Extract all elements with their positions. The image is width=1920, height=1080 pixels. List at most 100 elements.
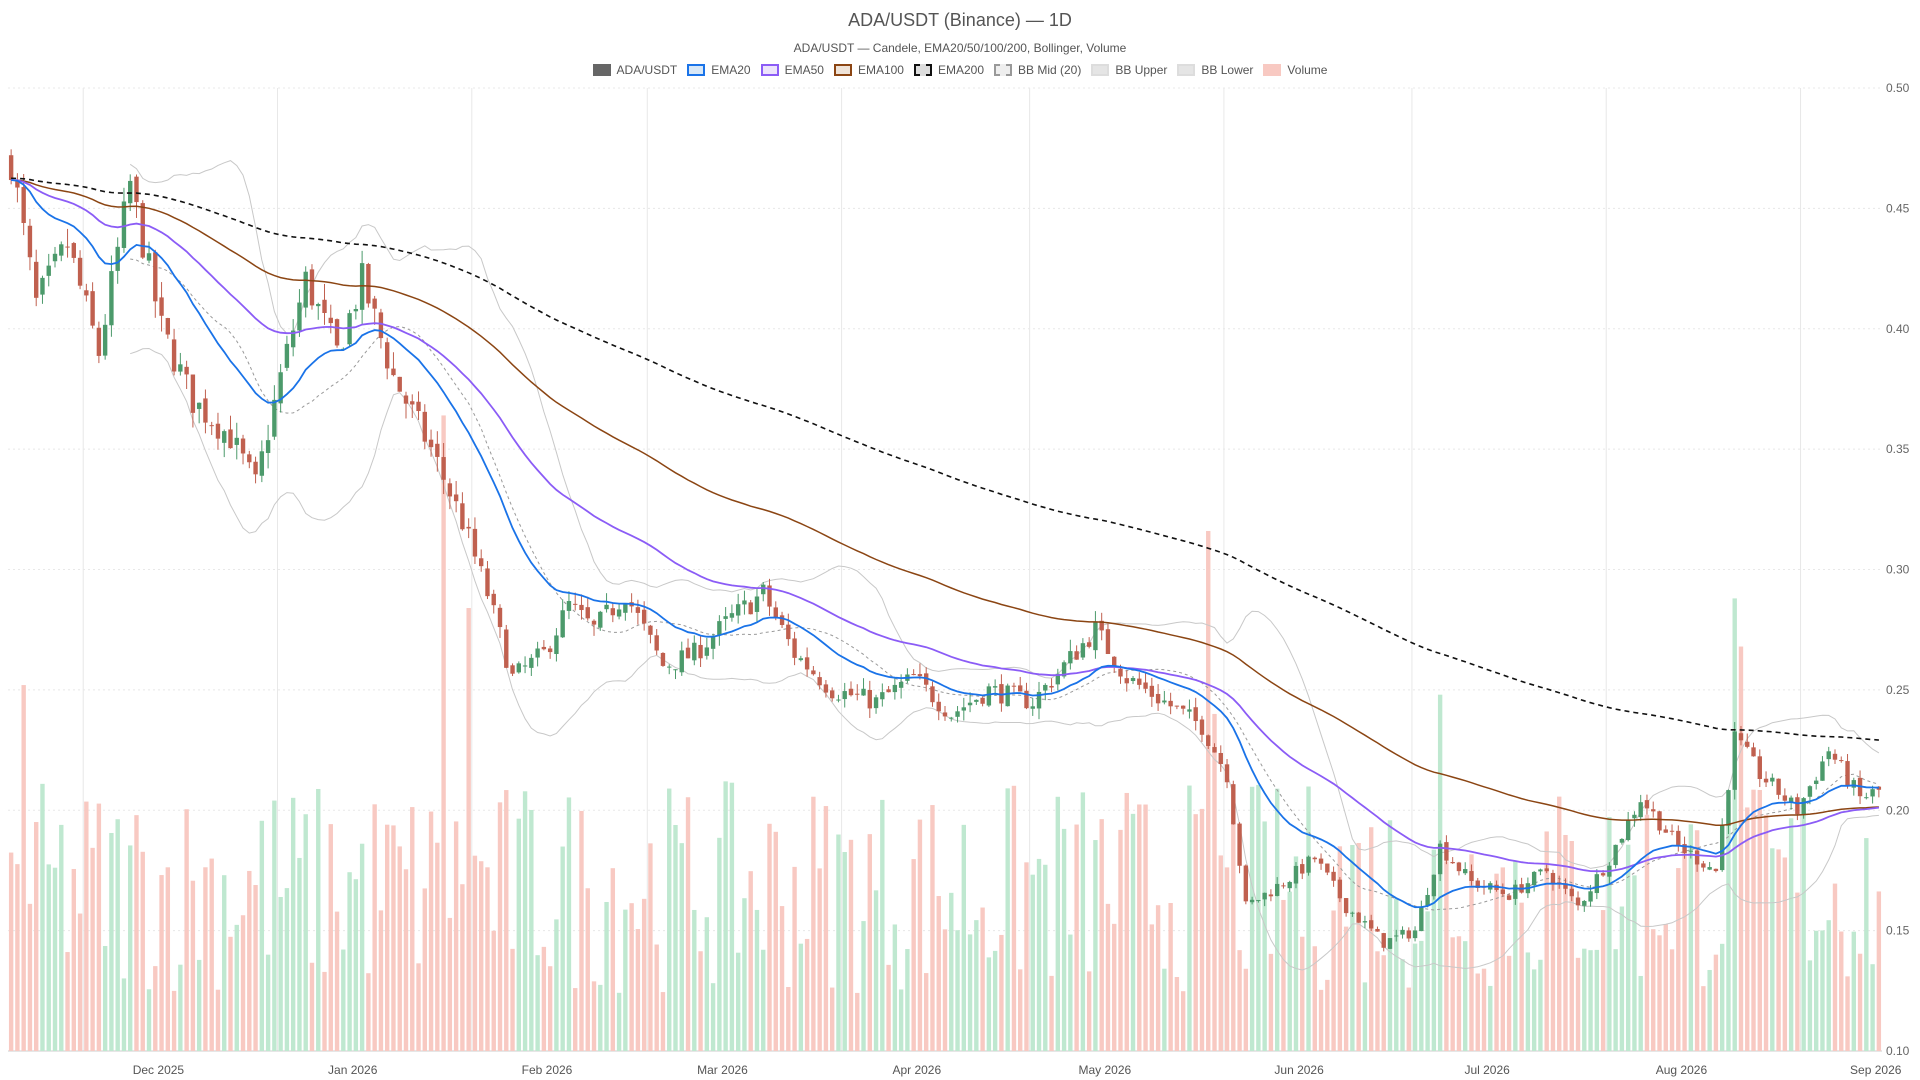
legend-item-ema200[interactable]: EMA200 [913,63,984,77]
candle-body [867,689,872,709]
candle-body [416,401,421,412]
candle-body [610,608,616,616]
candle-body [554,635,559,654]
volume-bar [704,917,710,1051]
candle-body [1600,873,1606,876]
candle-body [466,526,471,529]
ema50-line [11,179,1880,873]
volume-bar [635,929,641,1051]
candle-body [485,568,490,597]
candle-body [1419,906,1424,932]
legend-item-bb-mid-20[interactable]: BB Mid (20) [994,63,1081,77]
volume-bar [77,913,83,1051]
candle-body [1657,811,1662,831]
volume-bar [284,888,290,1051]
volume-bar [1619,906,1625,1051]
candle-body [196,402,202,409]
candle-body [1469,871,1474,882]
candle-body [372,298,377,309]
candle-body [1813,780,1819,784]
volume-bar [710,983,716,1051]
candle-body [936,701,941,712]
candle-body [453,494,459,502]
volume-bar [209,858,214,1051]
legend-item-volume[interactable]: Volume [1263,63,1327,77]
volume-bar [21,685,26,1051]
volume-bar [1644,814,1650,1051]
legend-item-ema20[interactable]: EMA20 [687,63,751,77]
candle-body [1331,871,1336,881]
legend-swatch [994,64,1012,76]
volume-bar [1337,846,1343,1051]
candle-body [798,658,804,661]
volume-bar [1381,955,1386,1051]
x-tick-label: Jun 2026 [1274,1063,1324,1077]
volume-bar [1011,785,1017,1051]
candle-body [203,398,208,423]
candle-body [1782,795,1788,801]
candle-body [322,299,327,313]
candle-body [1757,756,1762,780]
volume-bar [529,809,534,1051]
y-tick-label: 0.45 [1886,201,1910,215]
volume-bar [867,834,872,1051]
volume-bar [328,824,333,1051]
volume-bar [1300,936,1305,1051]
candle-body [1105,629,1111,655]
volume-bar [1281,899,1286,1051]
candle-body [848,688,854,696]
candle-body [748,602,753,615]
volume-bar [1651,929,1656,1051]
candle-body [616,609,622,617]
candle-body [247,454,252,463]
candle-body [522,665,528,667]
volume-bar [1080,792,1086,1051]
volume-bar [886,964,891,1051]
candle-body [1839,760,1844,762]
candle-body [1500,889,1506,894]
chart-title: ADA/USDT (Binance) — 1D [848,10,1072,30]
candle-body [1437,843,1443,875]
legend-item-ema100[interactable]: EMA100 [833,63,904,77]
legend-item-bb-upper[interactable]: BB Upper [1091,63,1167,77]
legend-item-ema50[interactable]: EMA50 [760,63,824,77]
y-tick-label: 0.25 [1886,683,1910,697]
candle-body [472,528,478,557]
candle-body [1701,863,1706,868]
candle-body [403,395,409,404]
candle-body [829,690,835,699]
volume-bar [90,847,95,1051]
volume-bar [428,811,434,1051]
volume-bar [1325,979,1330,1051]
volume-bar [1331,910,1336,1051]
legend-swatch [760,64,779,76]
volume-bar [1456,936,1462,1051]
candle-body [949,717,954,719]
legend-item-bb-lower[interactable]: BB Lower [1177,63,1253,77]
volume-bar [234,924,239,1051]
volume-bar [842,852,847,1051]
volume-bar [359,843,365,1051]
candle-body [1055,673,1061,685]
volume-bar [999,934,1004,1051]
candle-body [1682,844,1687,854]
volume-bar [1506,955,1512,1051]
volume-bar [1845,976,1850,1051]
volume-bar [1870,964,1875,1051]
legend-item-ada-usdt[interactable]: ADA/USDT [592,63,677,77]
x-tick-label: Mar 2026 [697,1063,748,1077]
volume-bar [936,896,941,1051]
candle-body [685,647,691,659]
candle-body [1112,656,1117,667]
candle-body [1738,733,1744,741]
candle-body [1826,751,1831,760]
candle-body [1594,874,1600,894]
candle-body [140,203,145,258]
volume-bar [535,955,540,1051]
candle-body [1243,865,1249,902]
candle-body [397,376,402,392]
volume-bar [1494,873,1499,1051]
volume-bar [811,796,816,1051]
volume-bar [1557,796,1562,1051]
volume-bar [222,875,227,1051]
